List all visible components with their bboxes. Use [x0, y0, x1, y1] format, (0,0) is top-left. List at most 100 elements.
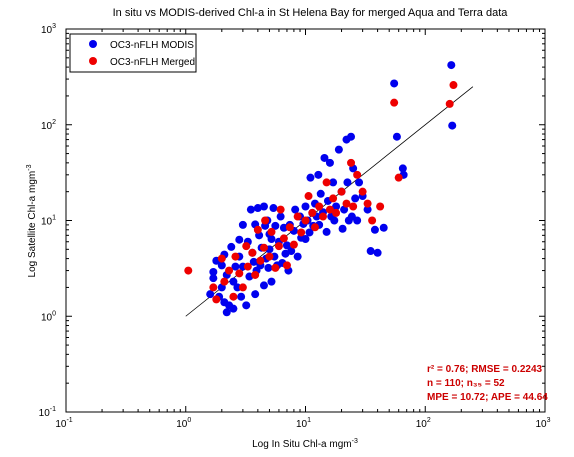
point-merged [329, 194, 338, 203]
x-tick-label-base: 10 [535, 419, 547, 430]
point-merged [279, 234, 288, 243]
point-merged [394, 173, 403, 182]
point-modis [229, 304, 238, 313]
point-modis [264, 263, 273, 272]
point-merged [225, 266, 234, 275]
point-merged [332, 208, 341, 217]
point-modis [209, 267, 218, 276]
point-modis [351, 194, 360, 203]
x-tick-label-exp: 2 [427, 417, 431, 424]
point-modis [229, 277, 238, 286]
stats-line-3: MPE = 10.72; APE = 44.64 [427, 392, 548, 403]
point-modis [301, 235, 310, 244]
y-axis-label-text: Log Satellite Chl-a mgm [27, 171, 38, 278]
x-axis-label: Log In Situ Chl-a mgm-3 [252, 438, 358, 450]
point-merged [238, 283, 247, 292]
x-tick-label-base: 10 [176, 419, 188, 430]
point-merged [349, 202, 358, 211]
y-tick-label-exp: 3 [52, 23, 56, 30]
point-merged [353, 170, 362, 179]
point-merged [310, 223, 319, 232]
point-merged [212, 295, 221, 304]
point-merged [325, 205, 334, 214]
y-tick-label-base: 10 [41, 217, 53, 228]
legend-label-merged: OC3-nFLH Merged [110, 57, 195, 68]
point-modis [353, 216, 362, 225]
point-merged [282, 261, 291, 270]
point-modis [253, 204, 262, 213]
point-merged [368, 216, 377, 225]
point-modis [246, 205, 255, 214]
x-tick-label-base: 10 [296, 419, 308, 430]
point-merged [271, 263, 280, 272]
point-merged [217, 254, 226, 263]
point-merged [253, 225, 262, 234]
point-merged [318, 212, 327, 221]
x-tick-label: 100 [176, 417, 191, 430]
point-merged [449, 81, 458, 90]
y-tick-label: 103 [41, 23, 56, 36]
x-tick-label-exp: 3 [547, 417, 551, 424]
point-merged [285, 223, 294, 232]
point-modis [237, 292, 246, 301]
legend: OC3-nFLH MODIS OC3-nFLH Merged [69, 33, 197, 73]
point-merged [347, 158, 356, 167]
y-tick-label-exp: 0 [52, 310, 56, 317]
point-modis [366, 247, 375, 256]
point-merged [358, 187, 367, 196]
point-modis [267, 235, 276, 244]
point-merged [390, 98, 399, 107]
y-tick-label: 100 [41, 310, 56, 323]
point-modis [293, 252, 302, 261]
legend-marker-modis [89, 40, 97, 48]
point-modis [259, 281, 268, 290]
point-modis [338, 224, 347, 233]
point-modis [343, 178, 352, 187]
point-modis [242, 301, 251, 310]
point-merged [265, 252, 274, 261]
point-merged [259, 243, 268, 252]
point-modis [217, 261, 226, 270]
point-modis [373, 248, 382, 257]
y-tick-label-exp: 1 [52, 215, 56, 222]
point-modis [206, 290, 215, 299]
point-modis [392, 132, 401, 141]
x-tick-label: 103 [535, 417, 550, 430]
point-modis [370, 225, 379, 234]
point-merged [301, 216, 310, 225]
y-tick-label-base: 10 [39, 408, 51, 419]
point-merged [363, 199, 372, 208]
point-merged [297, 228, 306, 237]
point-modis [249, 257, 258, 266]
point-modis [227, 242, 236, 251]
statistics-annotation: r² = 0.76; RMSE = 0.2243 n = 110; n₃₅ = … [427, 364, 548, 403]
y-tick-label-base: 10 [41, 25, 53, 36]
point-merged [267, 227, 276, 236]
point-modis [330, 216, 339, 225]
point-modis [267, 277, 276, 286]
point-merged [231, 252, 240, 261]
point-modis [276, 212, 285, 221]
y-tick-label-exp: 2 [52, 119, 56, 126]
data-points [184, 61, 458, 317]
point-modis [320, 153, 329, 162]
point-merged [308, 208, 317, 217]
legend-label-modis: OC3-nFLH MODIS [110, 40, 194, 51]
point-merged [229, 292, 238, 301]
point-modis [347, 132, 356, 141]
point-modis [379, 223, 388, 232]
point-modis [448, 121, 457, 130]
point-merged [243, 262, 252, 271]
point-modis [398, 164, 407, 173]
point-modis [231, 262, 240, 271]
point-merged [304, 192, 313, 201]
chart-title: In situ vs MODIS-derived Chl-a in St Hel… [113, 7, 509, 19]
point-modis [334, 145, 343, 154]
point-modis [390, 79, 399, 88]
y-tick-label-base: 10 [41, 121, 53, 132]
point-modis [259, 202, 268, 211]
point-merged [209, 283, 218, 292]
x-axis-label-text: Log In Situ Chl-a mgm [252, 439, 352, 450]
point-modis [332, 202, 341, 211]
x-tick-label-base: 10 [55, 419, 67, 430]
